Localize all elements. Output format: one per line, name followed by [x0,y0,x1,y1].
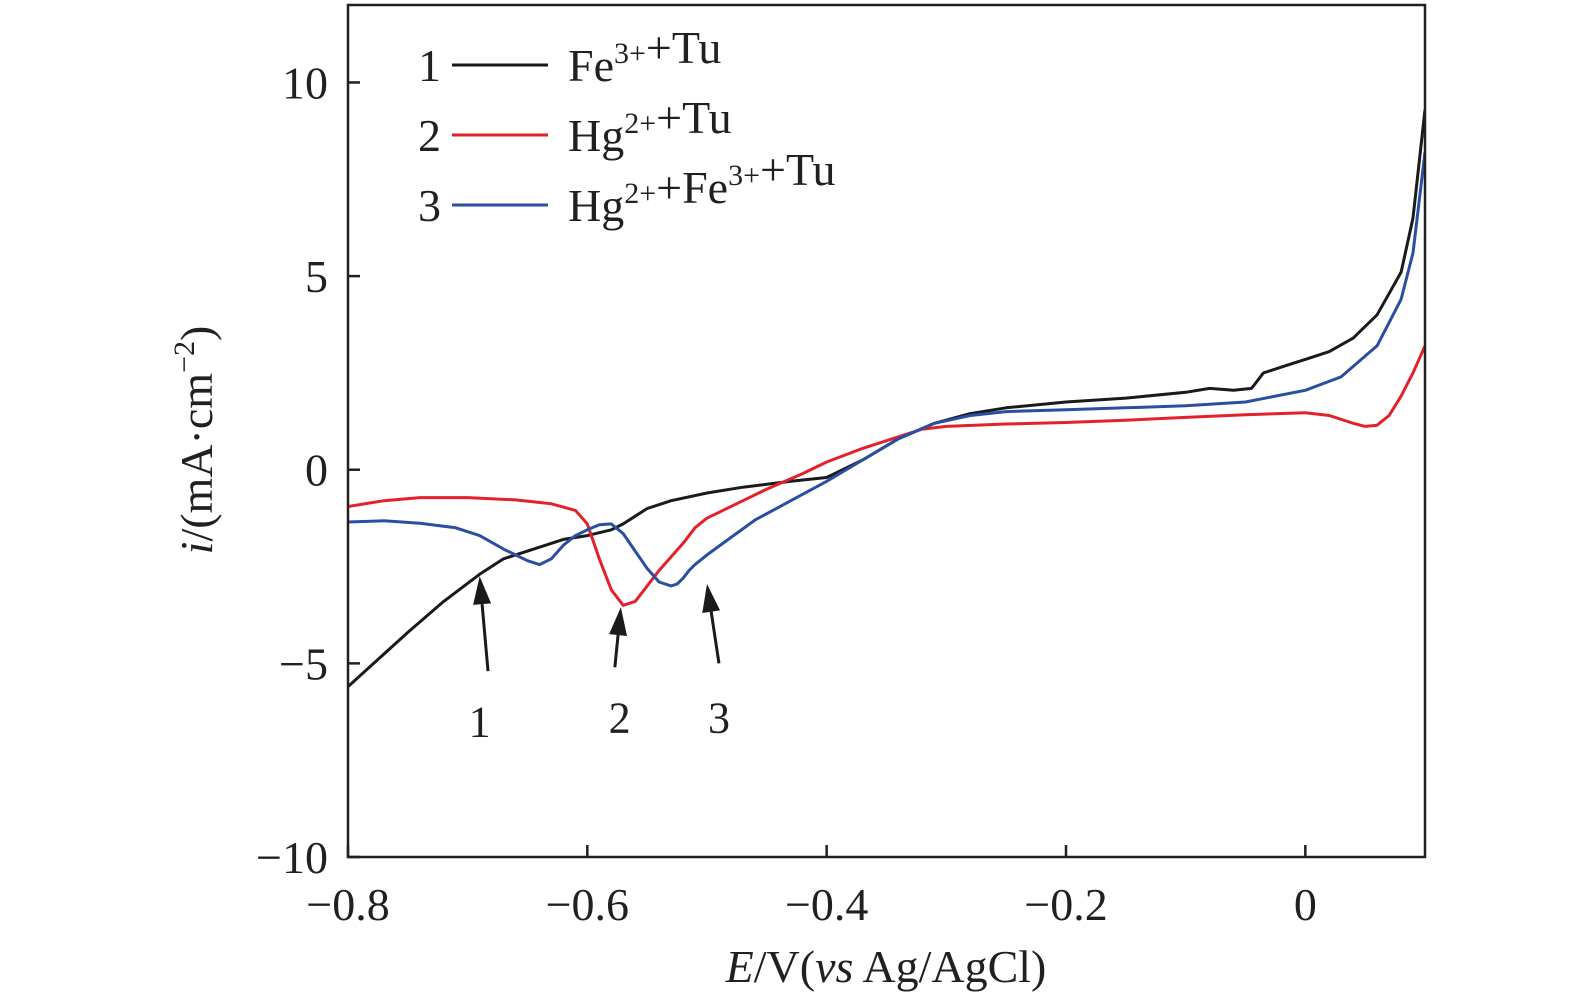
legend-number: 3 [418,180,441,231]
y-tick-label: −5 [279,638,328,689]
series-layer [348,109,1425,688]
legend-number: 1 [418,40,441,91]
x-tick-label: 0 [1294,879,1317,930]
axis-titles: E/V(vs Ag/AgCl) i/(mA·cm−2) [168,326,1046,992]
y-tick-label: 5 [305,251,328,302]
series-line-2 [348,345,1425,607]
y-tick-label: 10 [282,57,328,108]
plot-frame [346,3,1427,859]
annotation-arrow-head [702,583,721,614]
annotation-arrow-head [473,576,492,605]
legend: 1 Fe3++Tu 2 Hg2++Tu 3 Hg2++Fe3++Tu [418,22,835,231]
x-tick-label: −0.2 [1024,879,1107,930]
annotation-arrow-head [609,607,628,636]
x-axis-title: E/V(vs Ag/AgCl) [725,941,1047,992]
legend-number: 2 [418,110,441,161]
annotations: 1 2 3 [469,576,730,746]
series-line-3 [348,152,1425,588]
annotation-label: 2 [609,694,631,743]
x-tick-label: −0.4 [785,879,868,930]
legend-label: Fe3++Tu [568,22,721,91]
annotation-arrow-shaft [709,611,721,664]
legend-label: Hg2++Fe3++Tu [568,144,835,231]
annotation-arrow-shaft [613,634,620,668]
ticks-layer: −0.8 −0.6 −0.4 −0.2 0 −10 −5 0 5 10 [256,57,1317,930]
annotation-label: 3 [708,694,730,743]
annotation-label: 1 [469,697,491,746]
x-tick-label: −0.8 [306,879,389,930]
annotation-arrow-shaft [480,603,490,672]
legend-label: Hg2++Tu [568,92,732,161]
x-tick-label: −0.6 [546,879,629,930]
y-tick-label: 0 [305,445,328,496]
y-tick-label: −10 [256,832,328,883]
y-axis-title: i/(mA·cm−2) [168,326,222,555]
